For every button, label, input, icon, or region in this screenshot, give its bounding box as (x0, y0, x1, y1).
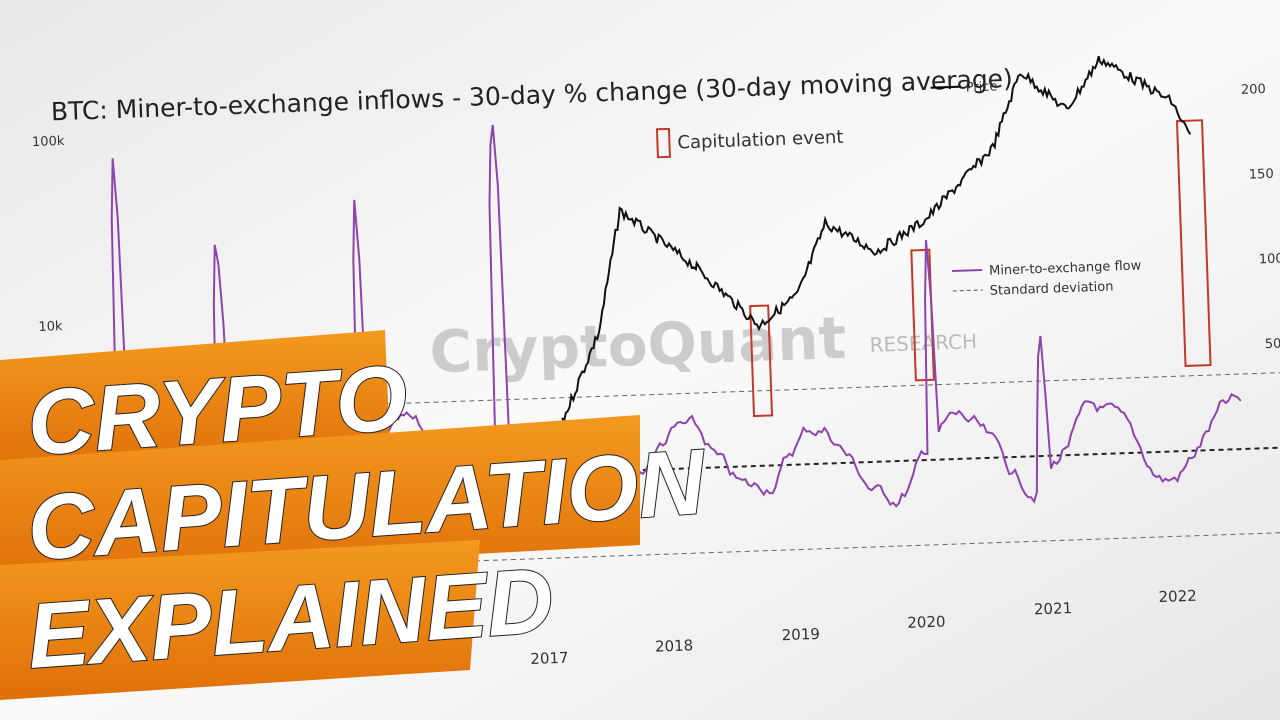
banner-strip (0, 540, 480, 700)
right-label: 50 (1265, 337, 1280, 353)
x-label: 2021 (1034, 599, 1073, 618)
capitulation-box (749, 304, 774, 418)
watermark: CryptoQuant (428, 304, 847, 387)
right-label: 150 (1249, 167, 1274, 183)
std-line (7, 532, 1280, 578)
y-label: 10k (38, 319, 63, 335)
legend-label: Price (965, 79, 997, 95)
legend-swatch (952, 289, 983, 292)
mean-line (4, 446, 1280, 494)
legend-swatch (930, 85, 961, 89)
legend-label: Miner-to-exchange flow (989, 258, 1142, 278)
banner: CRYPTO CAPITULATION EXPLAINED (0, 330, 711, 700)
x-label: 2022 (1158, 587, 1197, 606)
x-label: 2020 (907, 613, 946, 632)
legend-swatch (655, 127, 671, 159)
right-label: 100 (1259, 251, 1280, 267)
y-label: 100k (32, 134, 65, 150)
legend-label: Standard deviation (990, 279, 1114, 298)
watermark-sub: RESEARCH (869, 329, 977, 357)
x-label: 2019 (781, 625, 820, 644)
right-label: 200 (1241, 82, 1266, 98)
price-line (561, 55, 1192, 424)
banner-strip (0, 330, 390, 470)
x-label: 2017 (530, 649, 569, 668)
banner-strip (0, 415, 640, 580)
capitulation-box (1175, 119, 1212, 367)
std-line (1, 372, 1280, 418)
x-label: 2018 (655, 636, 694, 655)
legend-swatch (952, 269, 983, 273)
